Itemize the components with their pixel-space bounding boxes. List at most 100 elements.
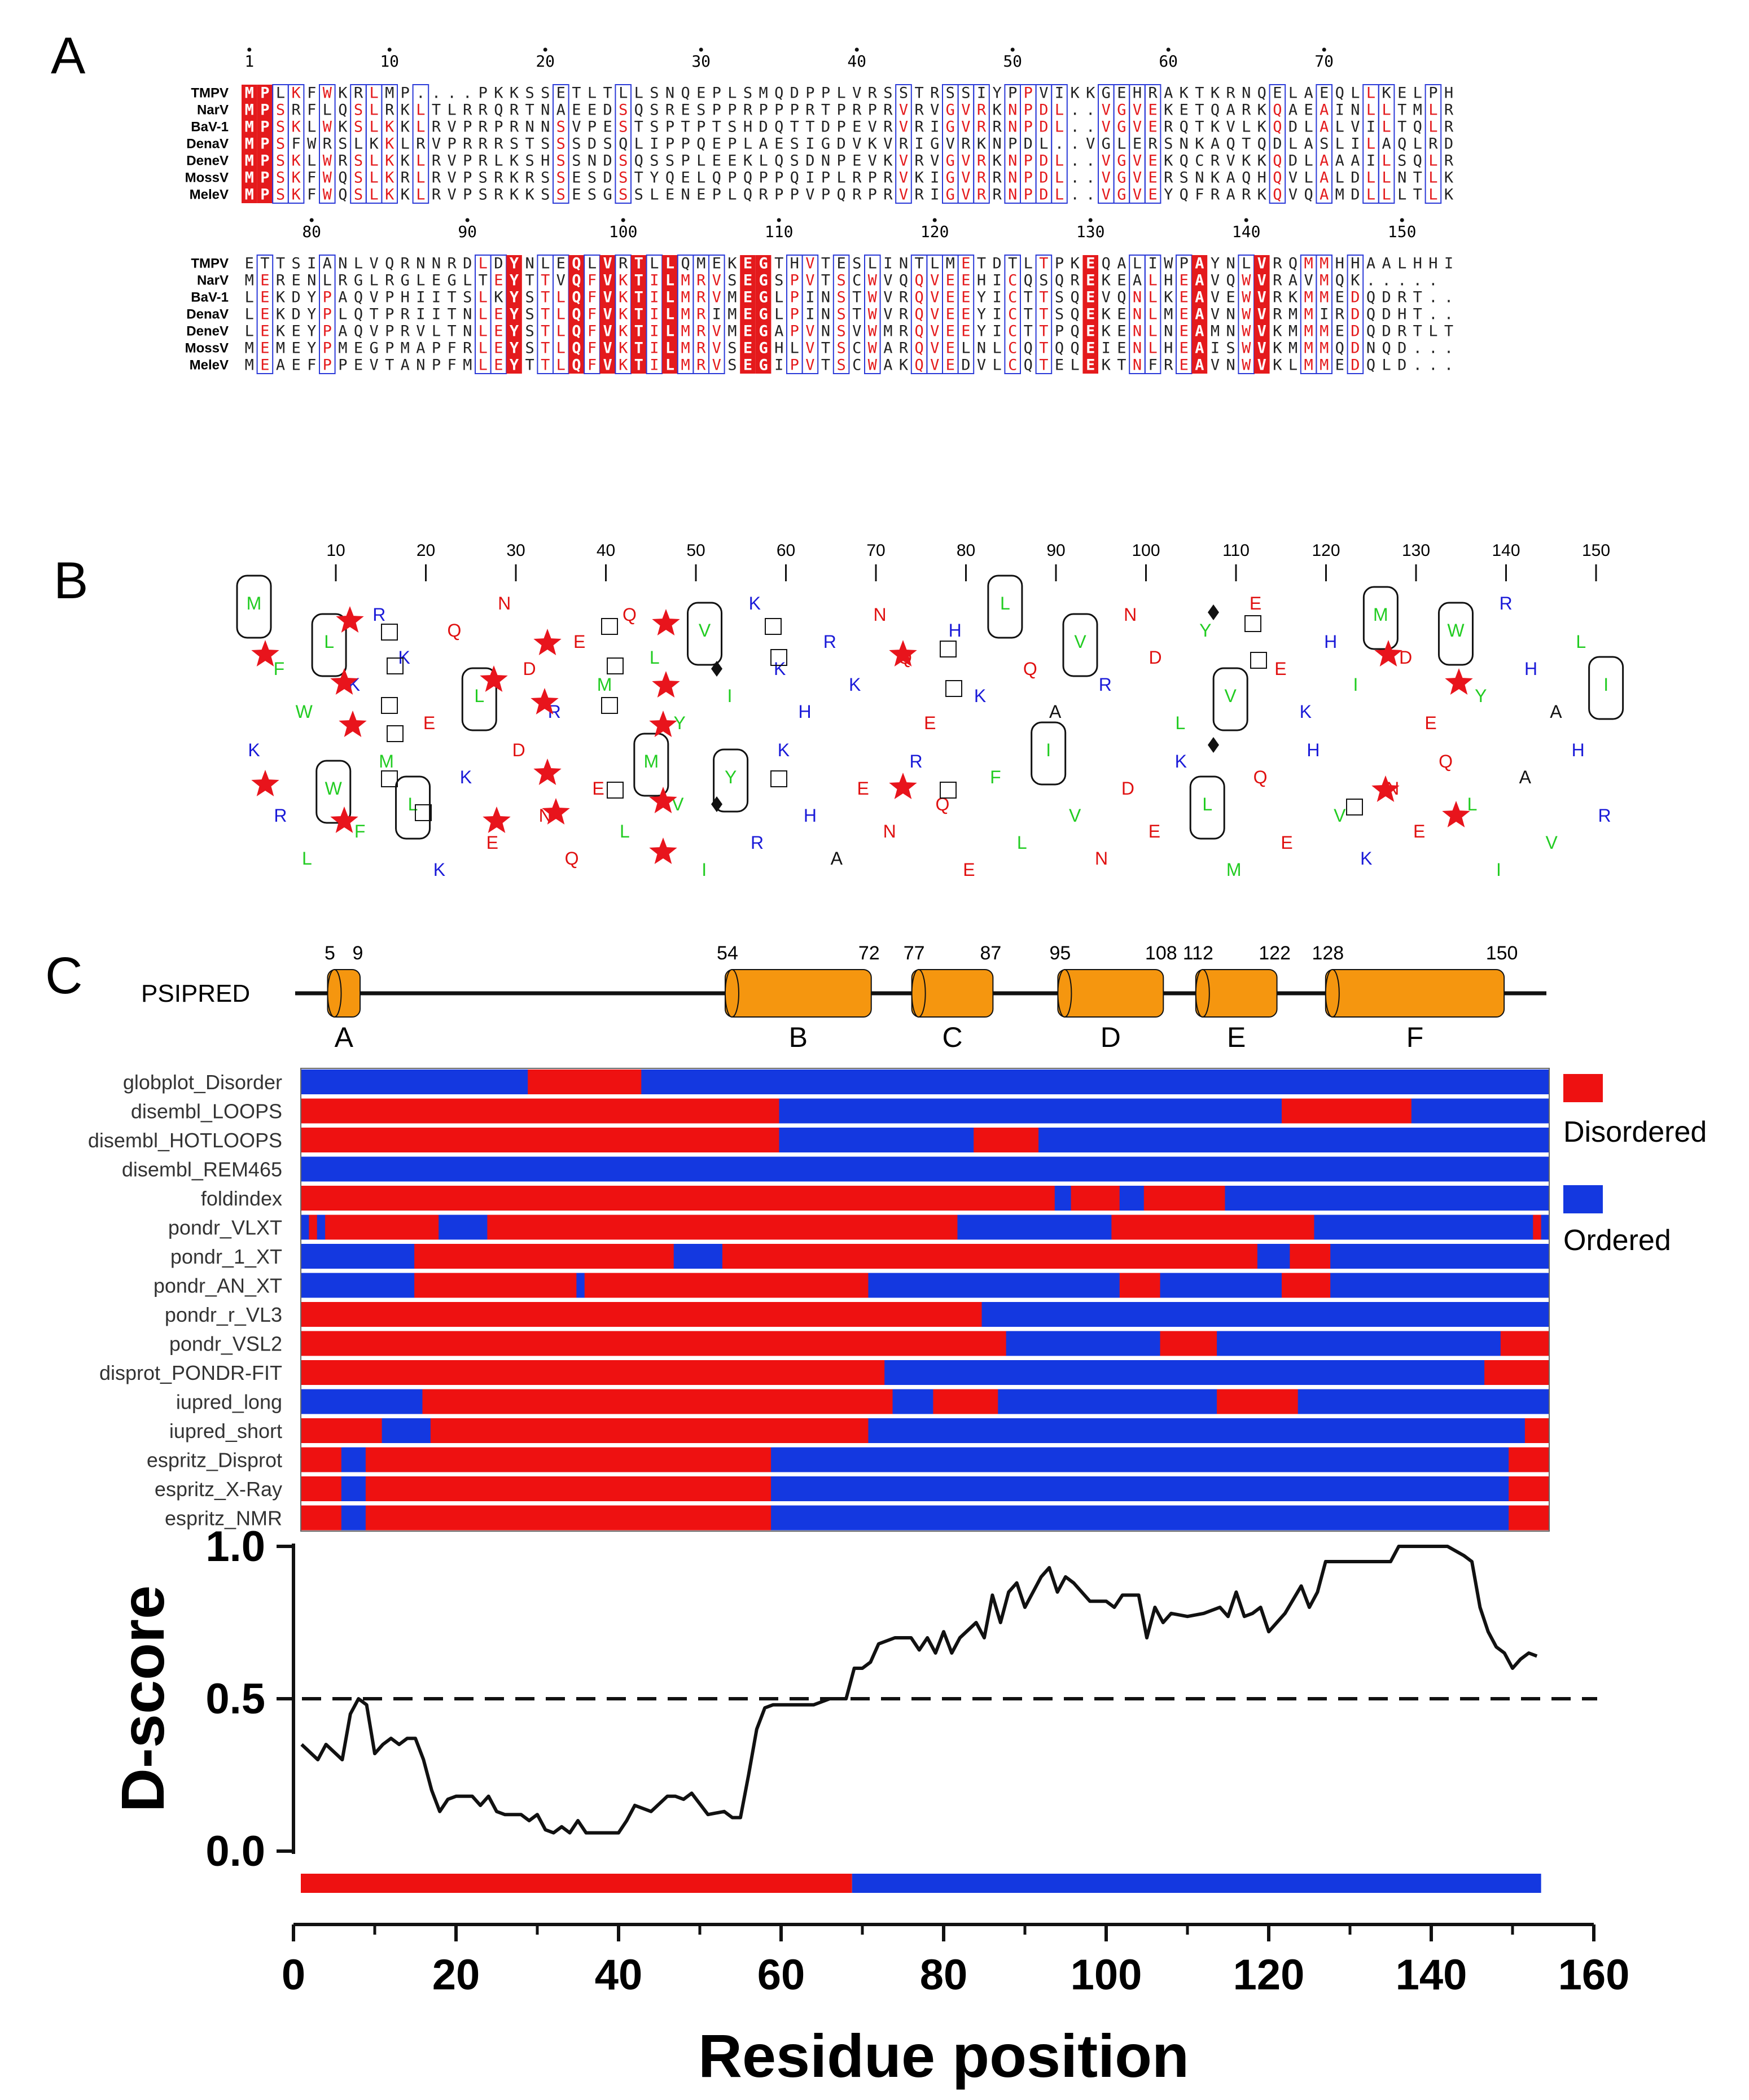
alignment-residue: V — [852, 322, 861, 340]
alignment-residue: P — [323, 339, 332, 357]
alignment-sequence-name: NarV — [197, 273, 229, 288]
glycine-square — [381, 624, 398, 641]
alignment-sequence-name: MeleV — [190, 358, 229, 373]
cluster-residue: V — [672, 794, 684, 814]
alignment-residue: E — [1086, 288, 1095, 306]
alignment-residue: S — [276, 169, 285, 186]
alignment-residue: D — [1351, 186, 1360, 203]
alignment-residue: V — [805, 356, 814, 374]
alignment-ruler-dot — [621, 218, 625, 222]
cluster-residue: L — [1576, 632, 1586, 652]
alignment-residue: L — [992, 339, 1001, 357]
alignment-residue: M — [1304, 305, 1313, 323]
alignment-residue: Q — [1382, 339, 1391, 357]
alignment-residue: L — [836, 84, 845, 102]
alignment-residue: N — [1164, 322, 1173, 340]
alignment-residue: N — [1133, 339, 1142, 357]
alignment-residue: I — [930, 169, 939, 186]
alignment-residue: E — [494, 339, 503, 357]
alignment-ruler-dot — [247, 47, 252, 52]
alignment-residue: F — [588, 322, 597, 340]
alignment-residue: T — [1444, 322, 1453, 340]
alignment-residue: G — [759, 288, 768, 306]
alignment-residue: N — [588, 152, 597, 169]
alignment-residue: M — [1304, 288, 1313, 306]
alignment-residue: . — [1428, 288, 1437, 306]
cluster-residue: K — [974, 686, 986, 706]
psipred-helix-cap — [724, 969, 739, 1018]
alignment-residue: D — [805, 152, 814, 169]
alignment-residue: G — [1117, 186, 1126, 203]
alignment-residue: E — [260, 322, 269, 340]
alignment-residue: K — [992, 152, 1002, 169]
alignment-residue: L — [416, 101, 425, 119]
alignment-residue: K — [1164, 101, 1173, 119]
alignment-residue: N — [821, 288, 830, 306]
alignment-residue: . — [1070, 152, 1079, 169]
alignment-residue: E — [603, 118, 612, 135]
alignment-residue: L — [1148, 271, 1157, 289]
cluster-residue: H — [798, 702, 811, 722]
alignment-residue: Q — [354, 322, 363, 340]
alignment-residue: M — [245, 356, 254, 374]
predictor-bar-disordered — [1533, 1215, 1541, 1240]
glycine-square — [387, 725, 404, 742]
alignment-identity-box — [506, 255, 522, 374]
alignment-residue: Q — [1024, 356, 1033, 374]
alignment-residue: Q — [338, 101, 347, 119]
alignment-residue: N — [416, 255, 425, 272]
alignment-residue: E — [1086, 322, 1095, 340]
alignment-residue: K — [1257, 186, 1267, 203]
alignment-residue: K — [992, 101, 1002, 119]
alignment-sequence-name: MossV — [185, 341, 229, 356]
alignment-residue: A — [276, 356, 285, 374]
alignment-residue: T — [634, 255, 643, 272]
alignment-residue: Q — [914, 322, 923, 340]
predictor-bar-disordered — [422, 1389, 893, 1414]
alignment-ruler-dot — [932, 218, 937, 222]
alignment-residue: V — [1257, 288, 1266, 306]
alignment-residue: Q — [1055, 339, 1064, 357]
cluster-residue: D — [1399, 647, 1412, 668]
alignment-residue: V — [946, 135, 955, 152]
cluster-residue: K — [433, 860, 445, 880]
alignment-residue: A — [1366, 255, 1375, 272]
consensus-bar-segment — [301, 1874, 852, 1893]
alignment-residue: R — [1444, 118, 1454, 135]
alignment-residue: K — [727, 255, 737, 272]
alignment-residue: E — [291, 322, 300, 340]
alignment-residue: W — [323, 152, 332, 169]
alignment-residue: V — [1257, 356, 1266, 374]
alignment-residue: Q — [572, 356, 581, 374]
cluster-residue: Y — [1199, 620, 1211, 641]
alignment-residue: K — [1351, 271, 1360, 289]
alignment-residue: V — [1102, 118, 1111, 135]
alignment-residue: T — [1195, 101, 1204, 119]
alignment-residue: P — [665, 118, 674, 135]
alignment-residue: M — [1288, 322, 1297, 340]
alignment-residue: R — [696, 271, 706, 289]
alignment-residue: H — [1257, 169, 1266, 186]
cluster-residue: R — [823, 632, 836, 652]
alignment-residue: P — [790, 288, 799, 306]
psipred-helix-start: 95 — [1049, 942, 1071, 964]
alignment-residue: T — [634, 339, 643, 357]
alignment-residue: A — [1320, 118, 1329, 135]
alignment-residue: Q — [696, 135, 705, 152]
alignment-residue: M — [1288, 339, 1297, 357]
alignment-residue: T — [914, 84, 923, 102]
alignment-residue: R — [1242, 101, 1251, 119]
alignment-residue: W — [323, 169, 332, 186]
d-score-chart: 0.0 0.5 1.0 D-score 0 20 40 60 80 100 120 140 160 Res… — [108, 1523, 1629, 2090]
alignment-residue: E — [432, 271, 441, 289]
alignment-residue: S — [650, 118, 659, 135]
alignment-residue: D — [494, 255, 503, 272]
alignment-residue: M — [463, 356, 472, 374]
cluster-ruler-label: 110 — [1222, 541, 1250, 560]
alignment-residue: . — [1070, 135, 1079, 152]
alignment-residue: F — [291, 135, 300, 152]
alignment-residue: M — [681, 305, 690, 323]
predictor-name: pondr_r_VL3 — [165, 1303, 282, 1326]
d-score-series-line — [300, 1545, 1538, 1835]
alignment-residue: P — [323, 305, 332, 323]
